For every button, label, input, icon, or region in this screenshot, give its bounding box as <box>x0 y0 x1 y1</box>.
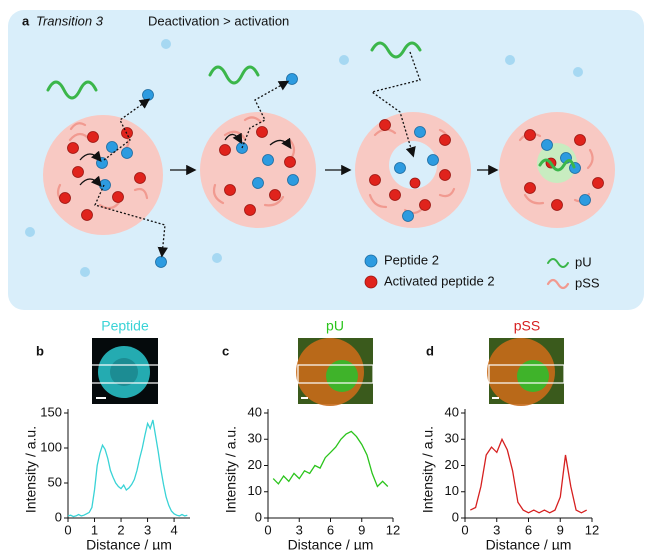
panel-label: d <box>426 343 434 358</box>
y-tick-label: 20 <box>445 457 459 472</box>
x-axis-label: Distance / µm <box>486 537 572 550</box>
data-line <box>470 439 586 513</box>
y-tick-label: 20 <box>248 457 262 472</box>
x-tick-label: 0 <box>64 522 71 537</box>
data-line <box>68 420 187 517</box>
legend-label: pU <box>575 254 592 269</box>
panel-label: a <box>22 13 30 28</box>
data-line <box>273 431 388 486</box>
y-tick-label: 0 <box>55 509 62 524</box>
x-tick-label: 1 <box>91 522 98 537</box>
y-tick-label: 30 <box>248 431 262 446</box>
y-tick-label: 30 <box>445 431 459 446</box>
legend-label: Activated peptide 2 <box>384 273 495 288</box>
panel-subtitle: Deactivation > activation <box>148 13 289 28</box>
x-tick-label: 3 <box>296 522 303 537</box>
y-tick-label: 0 <box>255 509 262 524</box>
legend-label: pSS <box>575 275 600 290</box>
x-tick-label: 9 <box>358 522 365 537</box>
x-tick-label: 6 <box>525 522 532 537</box>
x-tick-label: 9 <box>557 522 564 537</box>
y-tick-label: 10 <box>248 483 262 498</box>
y-axis-label: Intensity / a.u. <box>23 426 39 513</box>
figure: a Transition 3 Deactivation > activation <box>0 0 648 550</box>
x-tick-label: 4 <box>170 522 177 537</box>
panel-title: Transition 3 <box>36 13 104 28</box>
y-axis-label: Intensity / a.u. <box>223 426 239 513</box>
micrographs <box>87 338 564 406</box>
x-tick-label: 6 <box>327 522 334 537</box>
x-axis-label: Distance / µm <box>86 537 172 550</box>
x-tick-label: 2 <box>117 522 124 537</box>
y-tick-label: 0 <box>452 509 459 524</box>
y-axis-label: Intensity / a.u. <box>420 426 436 513</box>
y-tick-label: 10 <box>445 483 459 498</box>
y-tick-label: 50 <box>48 474 62 489</box>
x-axis-label: Distance / µm <box>288 537 374 550</box>
x-tick-label: 12 <box>585 522 599 537</box>
x-tick-label: 3 <box>493 522 500 537</box>
chart-title: Peptide <box>101 318 149 334</box>
y-tick-label: 100 <box>40 439 62 454</box>
y-tick-label: 40 <box>445 404 459 419</box>
chart-title: pU <box>326 318 344 334</box>
panel-label: c <box>222 343 229 358</box>
x-tick-label: 3 <box>144 522 151 537</box>
legend-label: Peptide 2 <box>384 252 439 267</box>
x-tick-label: 0 <box>461 522 468 537</box>
chart-title: pSS <box>514 318 540 334</box>
y-tick-label: 150 <box>40 404 62 419</box>
panel-label: b <box>36 343 44 358</box>
y-tick-label: 40 <box>248 404 262 419</box>
x-tick-label: 12 <box>386 522 400 537</box>
x-tick-label: 0 <box>264 522 271 537</box>
panel-a: a Transition 3 Deactivation > activation <box>8 10 644 310</box>
